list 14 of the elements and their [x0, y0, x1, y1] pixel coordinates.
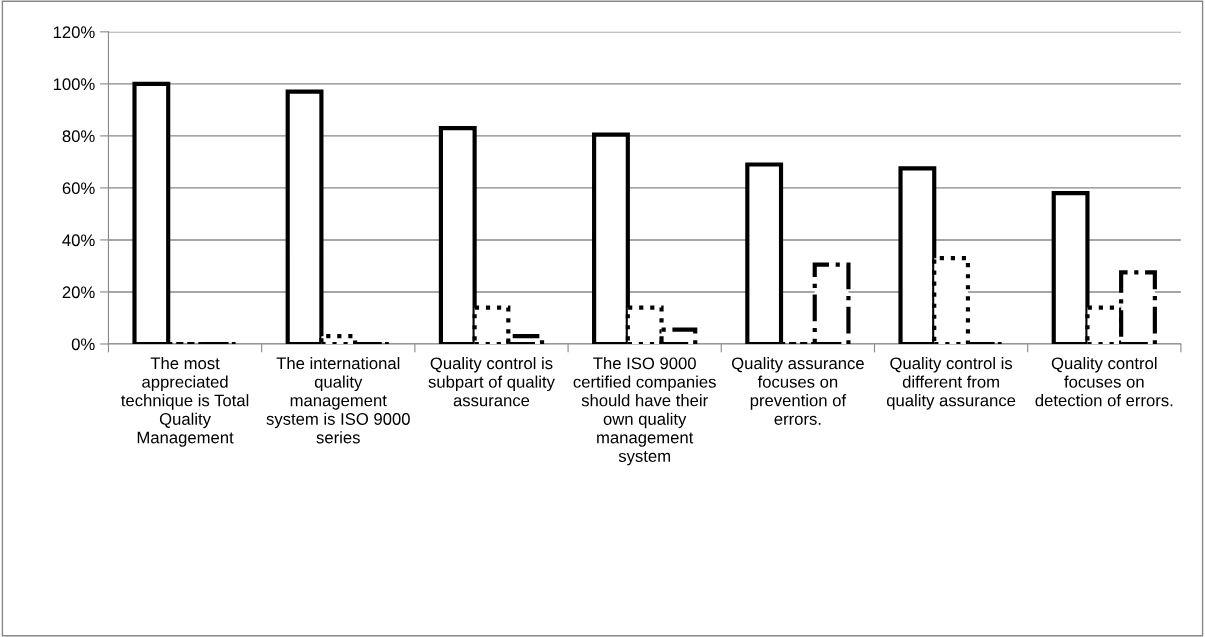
y-tick-label: 40% — [62, 234, 95, 247]
x-tick-label: Quality control is different from quality assurance — [886, 356, 1016, 410]
x-tick-label: The international quality management system is ISO 9000 series — [266, 356, 410, 444]
y-tick-label: 20% — [62, 286, 95, 299]
y-tick-label: 100% — [53, 78, 95, 91]
y-tick-label: 60% — [62, 182, 95, 195]
x-tick-label: Quality control focuses on detection of errors. — [1035, 356, 1173, 407]
y-tick-label: 120% — [53, 26, 95, 39]
x-tick-label: Quality assurance focuses on prevention of errors. — [731, 356, 864, 425]
y-tick-label: 80% — [62, 130, 95, 143]
x-tick-label: The ISO 9000 certified companies should have their own quality management system — [573, 356, 716, 466]
y-tick-label: 0% — [71, 338, 95, 351]
x-tick-label: The most appreciated technique is Total Quality Management — [121, 356, 249, 447]
x-tick-label: Quality control is subpart of quality assurance — [428, 356, 555, 407]
